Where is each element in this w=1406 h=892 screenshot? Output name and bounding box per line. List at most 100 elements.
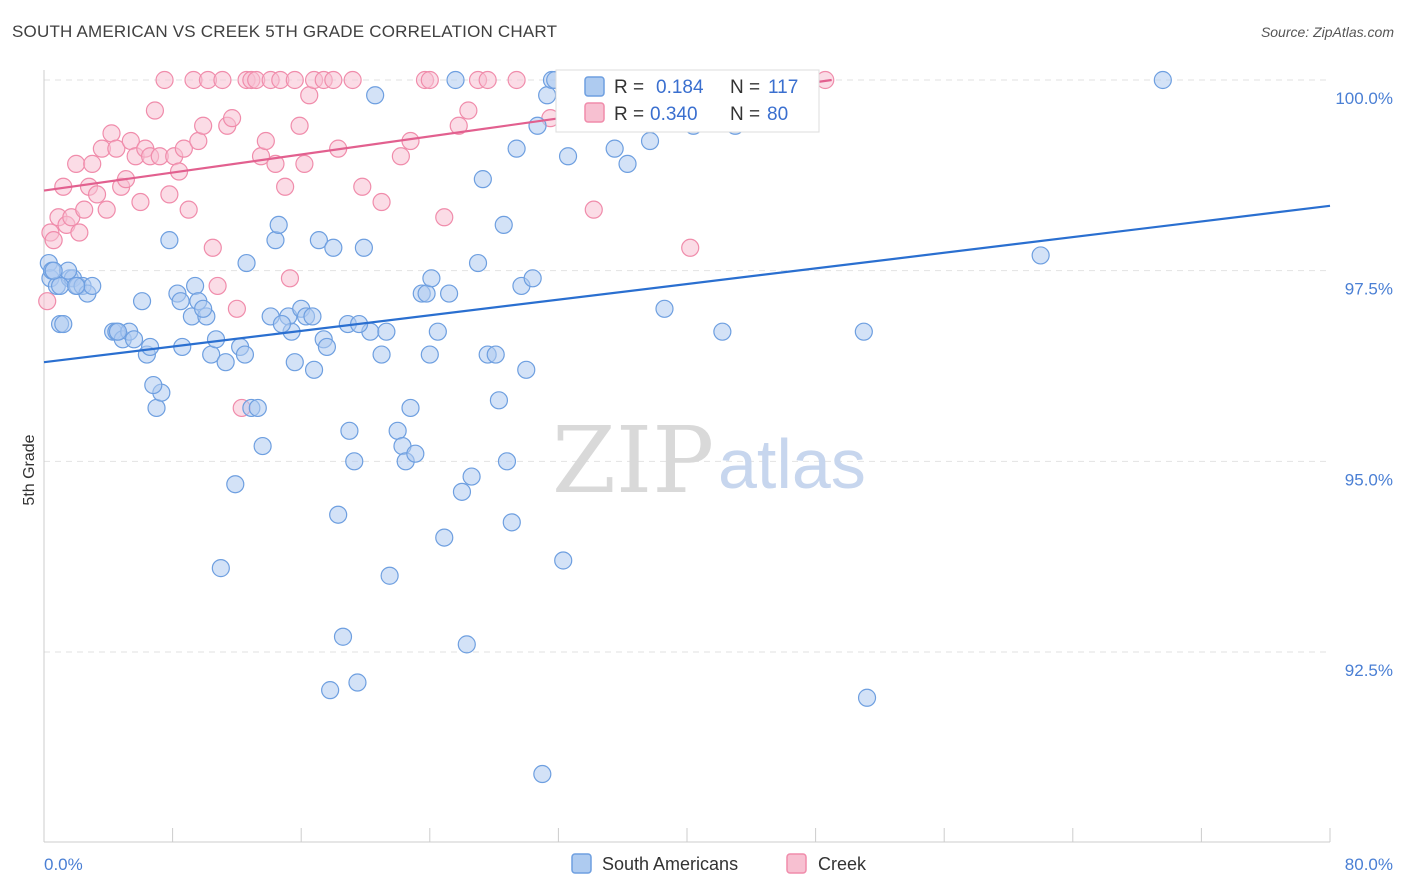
legend-swatch-south-americans (584, 76, 605, 97)
data-point (226, 475, 245, 494)
data-point (554, 551, 573, 570)
data-point (486, 345, 505, 364)
data-point (144, 375, 163, 395)
watermark-atlas: atlas (718, 425, 866, 503)
data-point (83, 276, 102, 296)
bottom-legend-label-creek: Creek (818, 854, 867, 874)
data-point (97, 200, 116, 219)
data-point (280, 269, 300, 288)
data-point (285, 353, 304, 372)
data-point (478, 70, 497, 90)
data-point (494, 215, 513, 235)
data-point (155, 70, 174, 90)
data-point (309, 231, 328, 250)
data-point (208, 276, 227, 296)
data-point (713, 322, 732, 341)
data-point (107, 139, 126, 158)
data-point (502, 513, 521, 532)
data-point (206, 330, 226, 349)
y-tick-label: 95.0% (1345, 470, 1393, 489)
data-point (428, 322, 447, 341)
data-point (248, 398, 267, 418)
data-point (533, 764, 552, 784)
y-tick-label: 97.5% (1345, 280, 1393, 299)
data-point (295, 154, 314, 173)
axes (43, 70, 1331, 843)
data-point (303, 307, 322, 326)
data-point (171, 292, 190, 311)
data-point (304, 360, 324, 379)
data-point (388, 421, 407, 440)
data-point (457, 635, 476, 654)
data-point (449, 116, 468, 135)
legend-swatch-creek (584, 102, 605, 123)
data-point (300, 86, 319, 105)
data-point (140, 337, 160, 357)
data-point (108, 322, 128, 341)
data-point (473, 170, 492, 189)
data-point (203, 238, 222, 257)
data-point (343, 70, 362, 90)
x-tick-label: 80.0% (1345, 855, 1393, 874)
data-point (87, 185, 107, 204)
bottom-legend-label-south-americans: South Americans (602, 854, 738, 874)
data-points (38, 70, 1172, 784)
data-point (417, 284, 436, 303)
data-point (618, 154, 637, 173)
data-point (174, 139, 193, 158)
data-point (186, 276, 205, 296)
legend-n-label: N = (730, 104, 760, 125)
data-point (213, 70, 232, 90)
data-point (1031, 246, 1050, 265)
legend-n-value: 80 (767, 104, 788, 125)
data-point (317, 337, 337, 357)
data-point (452, 482, 472, 501)
data-point (54, 314, 73, 334)
data-point (406, 444, 425, 463)
bottom-legend-swatch-south-americans (571, 853, 592, 874)
data-point (324, 238, 343, 257)
data-point (372, 345, 391, 364)
data-point (558, 147, 578, 166)
legend-r-label: R = (614, 77, 644, 98)
data-point (145, 101, 165, 120)
data-point (538, 86, 557, 105)
legend-r-value: 0.340 (650, 104, 698, 125)
data-point (340, 421, 359, 440)
data-point (348, 673, 367, 692)
data-point (44, 261, 63, 280)
data-point (459, 101, 478, 120)
data-point (517, 360, 536, 379)
top-legend: R = 0.184 N = 117 R = 0.340 N = 80 (555, 69, 820, 133)
data-point (179, 200, 198, 219)
data-point (854, 322, 873, 341)
data-point (70, 223, 89, 242)
data-point (222, 109, 242, 128)
data-point (38, 292, 57, 311)
legend-row-creek: R = 0.340 N = 80 (584, 102, 788, 125)
data-point (147, 398, 166, 418)
data-point (372, 192, 391, 212)
data-point (468, 253, 488, 273)
data-point (290, 116, 309, 135)
data-point (131, 192, 150, 212)
watermark-zip: ZIP (552, 407, 714, 514)
data-point (102, 124, 121, 143)
grid-lines (44, 79, 1330, 653)
y-tick-label: 92.5% (1345, 661, 1393, 680)
y-tick-label: 100.0% (1335, 89, 1393, 108)
data-point (523, 269, 542, 288)
chart-source: Source: ZipAtlas.com (1260, 24, 1394, 40)
legend-n-label: N = (730, 77, 760, 98)
data-point (640, 131, 660, 151)
data-point (194, 116, 213, 135)
data-point (256, 131, 275, 151)
data-point (235, 345, 255, 364)
data-point (354, 238, 373, 257)
data-point (422, 269, 441, 288)
data-point (391, 147, 410, 166)
bottom-legend-swatch-creek (786, 853, 807, 874)
chart-title: SOUTH AMERICAN VS CREEK 5TH GRADE CORREL… (12, 22, 558, 41)
data-point (462, 467, 481, 486)
data-point (605, 139, 624, 158)
